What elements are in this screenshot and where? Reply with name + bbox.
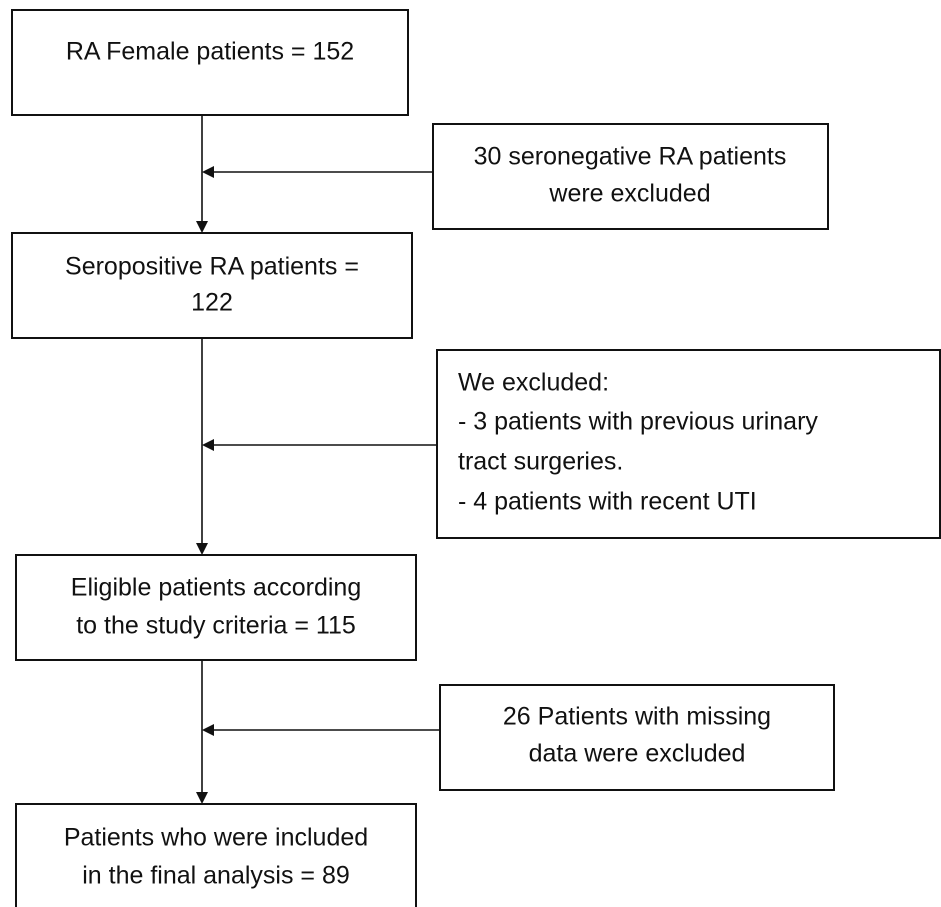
box-text: - 4 patients with recent UTI: [458, 488, 757, 516]
box: [439, 684, 835, 791]
box-text: We excluded:: [458, 369, 609, 397]
box: [15, 803, 417, 907]
box: [436, 349, 941, 539]
box: [11, 232, 413, 339]
box: [11, 9, 409, 116]
box-text: data were excluded: [529, 740, 746, 768]
box-text: in the final analysis = 89: [82, 862, 350, 890]
box-text: 26 Patients with missing: [503, 703, 771, 731]
box-text: - 3 patients with previous urinary: [458, 408, 818, 436]
box: [15, 554, 417, 661]
box-text: tract surgeries.: [458, 448, 623, 476]
box: [432, 123, 829, 230]
box-text: Seropositive RA patients =: [65, 253, 359, 281]
box-text: Eligible patients according: [71, 574, 361, 602]
box-text: RA Female patients = 152: [66, 38, 354, 66]
box-text: Patients who were included: [64, 824, 368, 852]
box-text: to the study criteria = 115: [76, 612, 356, 640]
box-text: were excluded: [548, 180, 710, 208]
box-text: 30 seronegative RA patients: [474, 143, 787, 171]
box-text: 122: [191, 289, 233, 317]
